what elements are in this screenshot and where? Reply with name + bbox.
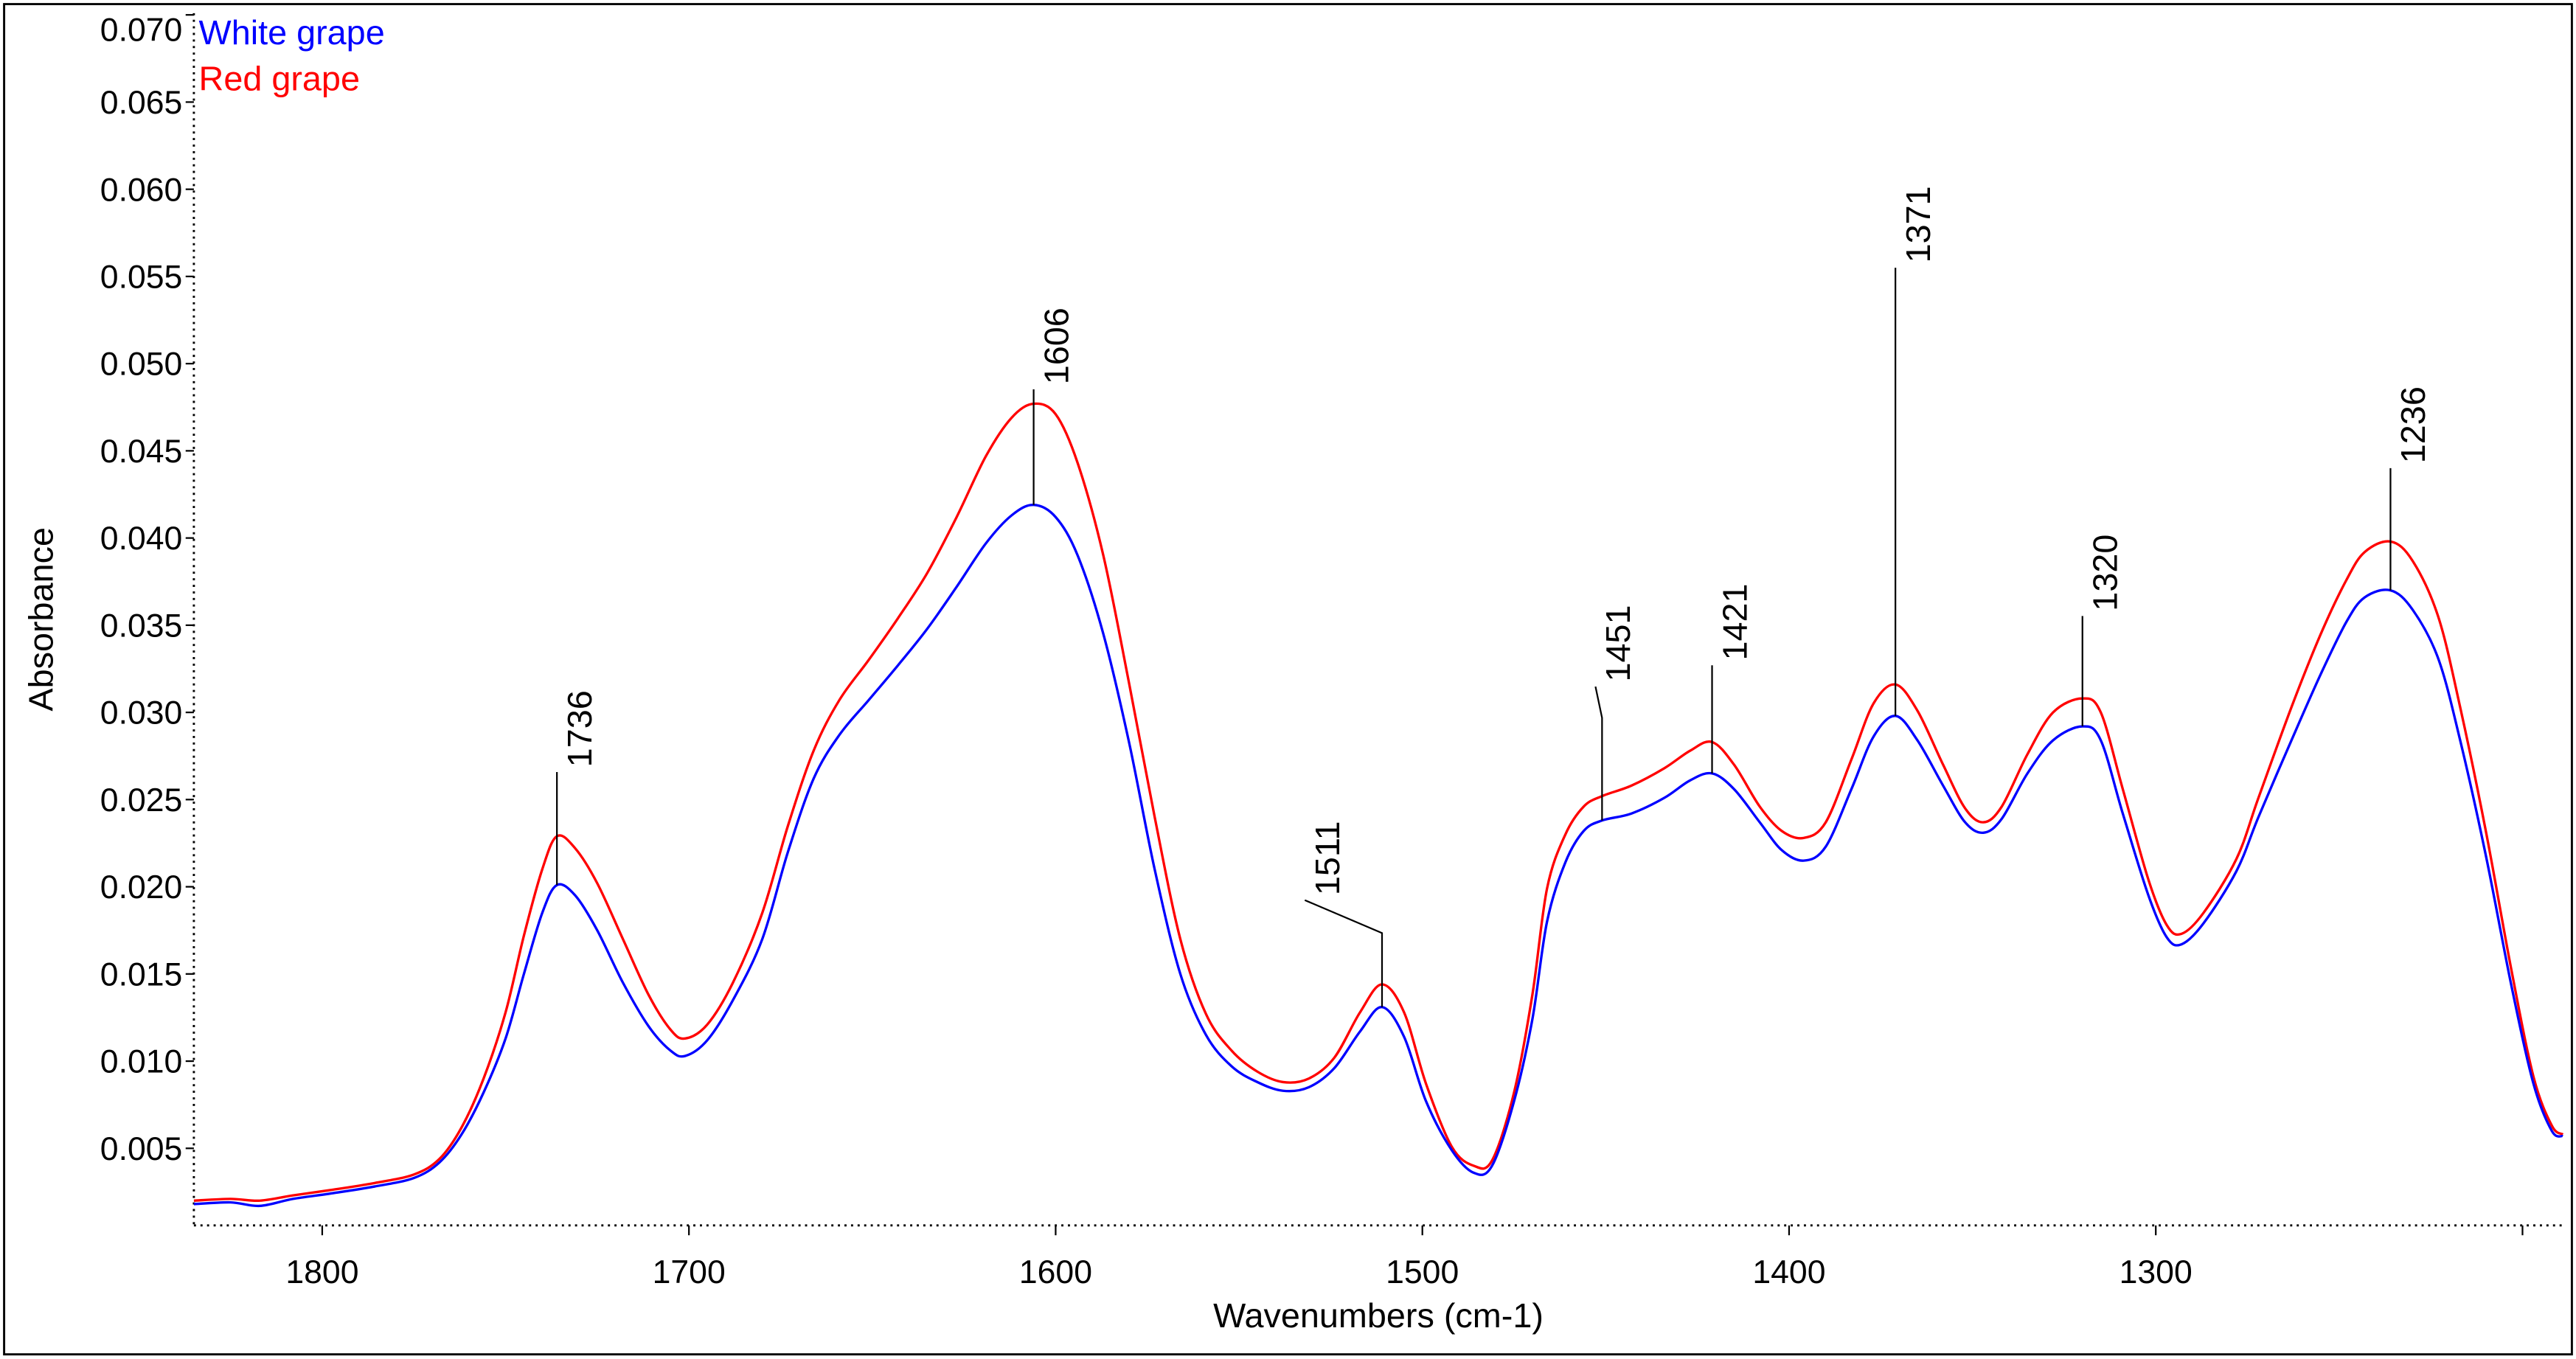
peak-annotation-label: 1371: [1899, 186, 1937, 263]
legend-entry-white-grape: White grape: [199, 13, 385, 52]
y-tick-label: 0.040: [100, 521, 182, 557]
axes: 0.005 0.010 0.015 0.020 0.025 0.030 0.035 0.040…: [100, 13, 2563, 1290]
peak-annotations: 1736 1606 1511 1451 1421 1371 1320 1236: [556, 186, 2432, 1007]
chart-frame: [3, 3, 2573, 1356]
peak-annotation-label: 1236: [2394, 386, 2432, 463]
peak-annotation-label: 1606: [1037, 307, 1075, 384]
y-tick-label: 0.030: [100, 695, 182, 731]
x-tick-label: 1800: [285, 1254, 358, 1290]
y-tick-label: 0.005: [100, 1131, 182, 1167]
peak-annotation-line: [1304, 899, 1384, 1007]
series-line-red-grape: [193, 402, 2564, 1203]
series-line-white-grape: [193, 504, 2563, 1208]
x-axis-label: Wavenumbers (cm-1): [1213, 1296, 1544, 1335]
peak-annotation-label: 1421: [1715, 583, 1754, 660]
y-tick-label: 0.070: [100, 13, 182, 49]
y-tick-label: 0.035: [100, 608, 182, 644]
peak-annotation-label: 1511: [1308, 821, 1347, 895]
x-tick-label: 1700: [653, 1254, 726, 1290]
peak-annotation-label: 1320: [2086, 535, 2125, 611]
y-tick-label: 0.055: [100, 259, 182, 295]
y-tick-label: 0.045: [100, 434, 182, 470]
y-tick-label: 0.020: [100, 869, 182, 906]
y-axis-label: Absorbance: [21, 527, 60, 712]
y-tick-label: 0.025: [100, 782, 182, 818]
peak-annotation-label: 1451: [1599, 605, 1637, 681]
y-tick-label: 0.060: [100, 172, 182, 208]
y-tick-label: 0.065: [100, 85, 182, 121]
y-tick-label: 0.050: [100, 347, 182, 383]
x-tick-label: 1300: [2120, 1254, 2193, 1290]
x-tick-label: 1400: [1752, 1254, 1825, 1290]
series-layer: [193, 402, 2564, 1208]
y-tick-label: 0.015: [100, 956, 182, 993]
legend-entry-red-grape: Red grape: [199, 60, 360, 98]
y-tick-label: 0.010: [100, 1044, 182, 1080]
x-tick-label: 1600: [1019, 1254, 1092, 1290]
x-tick-label: 1500: [1386, 1254, 1459, 1290]
peak-annotation-line: [1594, 686, 1603, 821]
peak-annotation-label: 1736: [560, 690, 599, 767]
